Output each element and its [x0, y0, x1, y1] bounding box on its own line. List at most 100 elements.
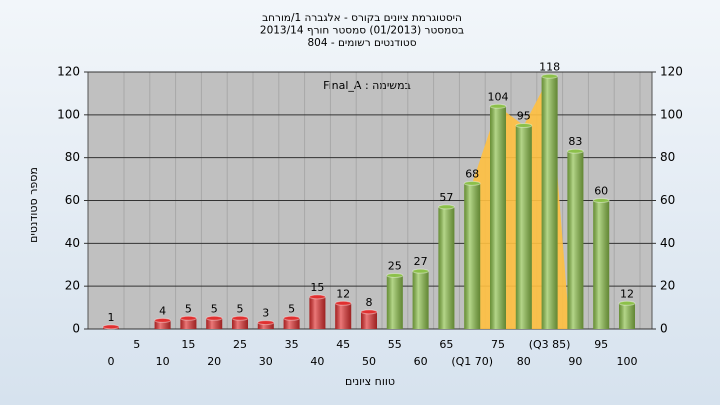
- bar-shade: [283, 318, 300, 329]
- bar-shade: [361, 311, 377, 329]
- x-tick-label: 5: [133, 338, 140, 351]
- bar-shade: [412, 271, 429, 329]
- bar-cap: [179, 315, 197, 321]
- bar-cap: [541, 73, 559, 79]
- value-label: 25: [388, 259, 402, 272]
- y2-tick-label: 100: [660, 107, 683, 121]
- value-label: 3: [262, 307, 269, 320]
- x-tick-label: 25: [233, 338, 247, 351]
- x-tick-label: 35: [285, 338, 299, 351]
- y-axis-label: מספר סטודנטים: [27, 167, 40, 243]
- bar-shade: [154, 320, 171, 329]
- bar-shade: [464, 183, 481, 329]
- x-tick-label: 60: [414, 355, 428, 368]
- x-tick-label: 95: [594, 338, 608, 351]
- y-tick-label: 120: [57, 65, 80, 79]
- value-label: 5: [211, 302, 218, 315]
- chart-title: בסמסטר (01/2013) סמסטר חורף 2013/14: [260, 25, 464, 37]
- value-label: 4: [159, 304, 166, 317]
- bar-shade: [593, 200, 610, 329]
- x-tick-label: (Q1 70): [451, 355, 493, 368]
- bar-cap: [205, 315, 223, 321]
- y2-tick-label: 120: [660, 65, 683, 79]
- bar-cap: [154, 317, 172, 323]
- value-label: 104: [488, 90, 509, 103]
- bar-shade: [232, 318, 248, 329]
- x-axis-label: טווח ציונים: [345, 375, 395, 388]
- bar-cap: [334, 300, 352, 306]
- bar-cap: [437, 204, 455, 210]
- value-label: 60: [594, 185, 608, 198]
- x-tick-label: 40: [310, 355, 324, 368]
- bar-cap: [463, 180, 481, 186]
- y2-tick-label: 20: [660, 279, 675, 293]
- x-tick-label: 20: [207, 355, 221, 368]
- bar-shade: [335, 303, 352, 329]
- x-tick-label: 45: [336, 338, 350, 351]
- chart-title: סטודנטים רשומים - 804: [307, 37, 416, 49]
- value-label: 8: [366, 296, 373, 309]
- x-tick-label: 80: [517, 355, 531, 368]
- bar-cap: [231, 315, 249, 321]
- x-tick-label: 90: [568, 355, 582, 368]
- x-tick-label: (Q3 85): [529, 338, 571, 351]
- bar-shade: [490, 106, 506, 330]
- x-tick-label: 50: [362, 355, 376, 368]
- bar-shade: [180, 318, 197, 329]
- bar-cap: [618, 300, 636, 306]
- y-tick-label: 0: [72, 322, 80, 336]
- bar-cap: [566, 148, 584, 154]
- y-tick-label: 60: [65, 193, 80, 207]
- y2-tick-label: 40: [660, 236, 675, 250]
- value-label: 68: [465, 167, 479, 180]
- y2-tick-label: 60: [660, 193, 675, 207]
- x-tick-label: 0: [108, 355, 115, 368]
- value-label: 15: [310, 281, 324, 294]
- value-label: 5: [288, 302, 295, 315]
- value-label: 57: [439, 191, 453, 204]
- value-label: 12: [620, 287, 634, 300]
- bar-cap: [489, 103, 507, 109]
- x-tick-label: 75: [491, 338, 505, 351]
- bar-cap: [412, 268, 430, 274]
- value-label: 5: [185, 302, 192, 315]
- bar-cap: [515, 123, 533, 129]
- x-tick-label: 30: [259, 355, 273, 368]
- y-tick-label: 20: [65, 279, 80, 293]
- value-label: 1: [108, 311, 115, 324]
- bar-cap: [308, 294, 326, 300]
- x-tick-label: 55: [388, 338, 402, 351]
- bar-cap: [257, 320, 275, 326]
- x-tick-label: 10: [156, 355, 170, 368]
- annotation: במשימה : Final_A: [323, 79, 411, 92]
- bar-cap: [283, 315, 301, 321]
- x-tick-label: 65: [439, 338, 453, 351]
- x-tick-label: 15: [181, 338, 195, 351]
- bar-shade: [541, 76, 558, 330]
- bar-shade: [438, 206, 455, 329]
- bar-shade: [309, 296, 326, 329]
- value-label: 95: [517, 110, 531, 123]
- bar-cap: [592, 198, 610, 203]
- value-label: 5: [237, 302, 244, 315]
- value-label: 118: [539, 60, 560, 73]
- y-tick-label: 80: [65, 150, 80, 164]
- bar-shade: [206, 318, 223, 329]
- x-tick-label: 100: [617, 355, 638, 368]
- chart-title: היסטוגרמת ציונים בקורס - אלגברה 1/מורחב: [262, 12, 462, 24]
- y2-tick-label: 80: [660, 150, 675, 164]
- bar-shade: [515, 125, 532, 330]
- bar-cap: [102, 324, 120, 330]
- value-label: 12: [336, 287, 350, 300]
- y-tick-label: 40: [65, 236, 80, 250]
- bar-shade: [619, 303, 635, 329]
- bar-shade: [257, 322, 274, 329]
- bar-shade: [386, 275, 403, 329]
- bar-cap: [386, 272, 404, 278]
- value-label: 83: [568, 135, 582, 148]
- bar-shade: [567, 151, 584, 329]
- value-label: 27: [414, 255, 428, 268]
- bar-cap: [360, 309, 378, 315]
- y2-tick-label: 0: [660, 322, 668, 336]
